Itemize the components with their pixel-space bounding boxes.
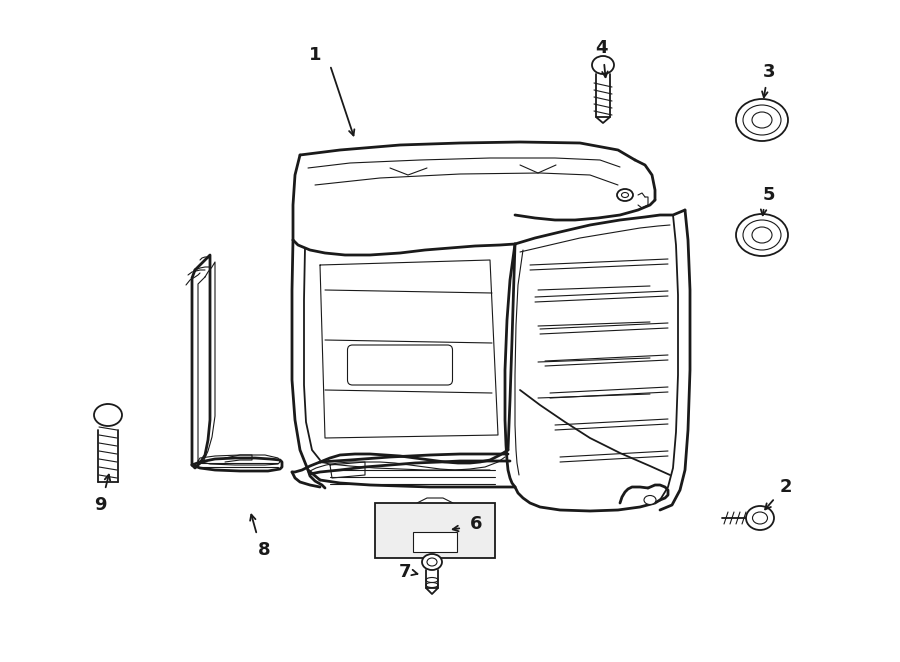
Ellipse shape: [617, 189, 633, 201]
Text: 9: 9: [94, 496, 106, 514]
Ellipse shape: [644, 495, 656, 504]
Text: 4: 4: [595, 39, 608, 57]
FancyBboxPatch shape: [375, 502, 495, 557]
Text: 5: 5: [763, 186, 775, 204]
Ellipse shape: [422, 554, 442, 570]
Ellipse shape: [752, 227, 772, 243]
Ellipse shape: [736, 214, 788, 256]
Ellipse shape: [736, 99, 788, 141]
Bar: [413, 532, 457, 552]
Text: 7: 7: [399, 563, 411, 581]
Text: 3: 3: [763, 63, 775, 81]
Ellipse shape: [752, 112, 772, 128]
Ellipse shape: [592, 56, 614, 74]
Text: 1: 1: [309, 46, 321, 64]
Text: 8: 8: [257, 541, 270, 559]
Ellipse shape: [746, 506, 774, 530]
Text: 6: 6: [470, 515, 482, 533]
Text: 2: 2: [779, 478, 792, 496]
Ellipse shape: [94, 404, 122, 426]
